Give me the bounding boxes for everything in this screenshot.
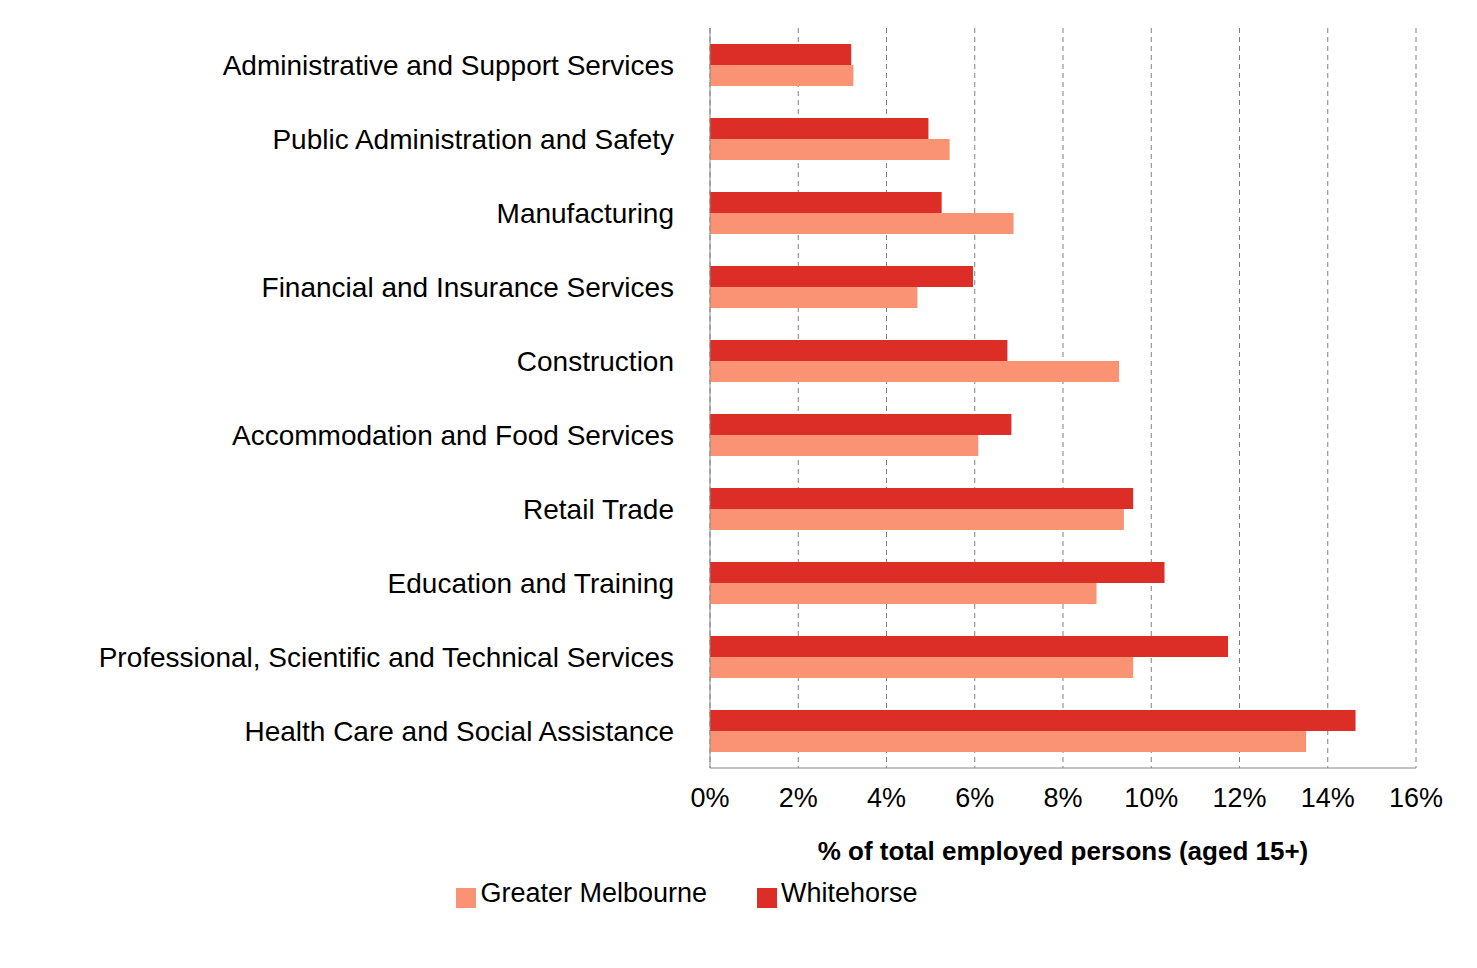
svg-text:14%: 14% — [1301, 783, 1355, 813]
svg-text:% of total employed persons (a: % of total employed persons (aged 15+) — [818, 836, 1309, 866]
svg-text:Accommodation and Food Service: Accommodation and Food Services — [232, 420, 674, 451]
svg-text:2%: 2% — [779, 783, 818, 813]
svg-text:12%: 12% — [1212, 783, 1266, 813]
svg-text:Manufacturing: Manufacturing — [497, 198, 674, 229]
svg-text:16%: 16% — [1389, 783, 1443, 813]
svg-text:4%: 4% — [867, 783, 906, 813]
svg-text:Administrative and Support Ser: Administrative and Support Services — [223, 50, 674, 81]
svg-text:0%: 0% — [690, 783, 729, 813]
svg-text:10%: 10% — [1124, 783, 1178, 813]
svg-text:6%: 6% — [955, 783, 994, 813]
html-text:Greater Melbourne: Greater Melbourne — [480, 878, 707, 908]
svg-text:Health Care and Social Assista: Health Care and Social Assistance — [244, 716, 674, 747]
svg-text:Construction: Construction — [517, 346, 674, 377]
svg-text:8%: 8% — [1043, 783, 1082, 813]
svg-text:Public Administration and Safe: Public Administration and Safety — [272, 124, 674, 155]
svg-text:Financial and Insurance Servic: Financial and Insurance Services — [262, 272, 674, 303]
svg-text:Retail Trade: Retail Trade — [523, 494, 674, 525]
svg-text:Professional, Scientific and T: Professional, Scientific and Technical S… — [99, 642, 674, 673]
svg-text:Education and Training: Education and Training — [388, 568, 674, 599]
html-text:Whitehorse: Whitehorse — [781, 878, 918, 908]
